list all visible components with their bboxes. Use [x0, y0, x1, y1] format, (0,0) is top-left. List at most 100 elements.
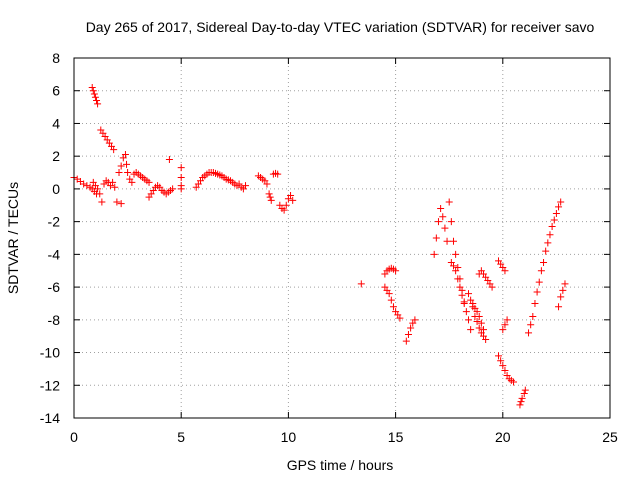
series-arc-m [402, 316, 419, 345]
x-tick-label: 10 [281, 429, 297, 445]
data-point [525, 329, 533, 337]
data-point [407, 324, 415, 332]
data-point [165, 155, 173, 163]
data-point [287, 191, 295, 199]
data-point [546, 231, 554, 239]
data-point [535, 278, 543, 286]
series-arc-v [516, 386, 529, 409]
data-point [550, 216, 558, 224]
y-tick-label: -14 [40, 410, 60, 426]
data-point [542, 247, 550, 255]
data-point [93, 97, 101, 105]
x-axis-title: GPS time / hours [287, 457, 394, 473]
data-point [518, 394, 526, 402]
data-point [482, 335, 490, 343]
data-point [501, 267, 509, 275]
data-point [263, 180, 271, 188]
y-tick-label: 4 [52, 115, 60, 131]
data-point [439, 213, 447, 221]
data-point [548, 223, 556, 231]
data-point [469, 299, 477, 307]
data-point [437, 205, 445, 213]
y-tick-label: -12 [40, 377, 60, 393]
series-arc-p [447, 259, 468, 307]
data-point [110, 146, 118, 154]
data-point [128, 178, 136, 186]
data-point [265, 190, 273, 198]
data-point [447, 218, 455, 226]
data-point [94, 185, 102, 193]
data-point [282, 201, 290, 209]
y-tick-label: -8 [48, 312, 61, 328]
data-point [124, 169, 132, 177]
series-arc-r [469, 299, 488, 334]
data-point [242, 182, 250, 190]
data-point [83, 182, 91, 190]
x-tick-label: 5 [177, 429, 185, 445]
data-point [434, 218, 442, 226]
data-point [387, 296, 395, 304]
data-point [385, 290, 393, 298]
data-point [449, 237, 457, 245]
data-point [462, 308, 470, 316]
data-point [473, 308, 481, 316]
data-point [96, 190, 104, 198]
data-point [117, 162, 125, 170]
data-point [452, 250, 460, 258]
data-point [396, 314, 404, 322]
data-point [91, 93, 99, 101]
series-arc-w [499, 316, 511, 334]
data-point [121, 151, 129, 159]
data-point [456, 283, 464, 291]
data-point [177, 185, 185, 193]
data-point [392, 267, 400, 275]
data-point [517, 398, 525, 406]
data-point [510, 378, 518, 386]
data-point [488, 283, 496, 291]
data-point [540, 259, 548, 267]
x-tick-label: 20 [495, 429, 511, 445]
data-point [475, 324, 483, 332]
data-point [559, 286, 567, 294]
y-tick-label: 8 [52, 50, 60, 66]
data-point [473, 317, 481, 325]
data-point [404, 331, 412, 339]
series-arc-j [357, 280, 365, 288]
y-axis-title: SDTVAR / TECUs [5, 182, 21, 294]
data-point [452, 267, 460, 275]
data-point [499, 326, 507, 334]
data-point [441, 224, 449, 232]
data-point [123, 160, 131, 168]
series-arc-x [525, 198, 565, 337]
data-point [169, 185, 177, 193]
data-point [445, 198, 453, 206]
data-point [113, 198, 121, 206]
data-point [516, 401, 524, 409]
series-arc-d [89, 151, 136, 208]
data-point [533, 288, 541, 296]
data-point [80, 180, 88, 188]
series-arc-o [445, 198, 475, 334]
data-point [109, 178, 117, 186]
points-layer [70, 83, 569, 409]
series-arc-g [165, 155, 185, 193]
series-arc-s [475, 267, 496, 291]
data-point [145, 178, 153, 186]
y-tick-label: -6 [48, 279, 61, 295]
x-tick-label: 25 [602, 429, 618, 445]
series-arc-k [381, 283, 404, 322]
y-tick-label: 6 [52, 83, 60, 99]
data-point [552, 209, 560, 217]
data-point [555, 203, 563, 211]
data-point [266, 193, 274, 201]
data-point [357, 280, 365, 288]
data-point [432, 234, 440, 242]
data-point [499, 362, 507, 370]
ticks-layer: 0 5 10 15 20 25 -14 -12 -10 -8 -6 -4 -2 0 2 4 6 8 [40, 50, 618, 445]
y-tick-label: 0 [52, 181, 60, 197]
data-point [561, 280, 569, 288]
series-arc-u [495, 352, 518, 386]
data-point [477, 319, 485, 327]
data-point [89, 87, 97, 95]
data-point [495, 352, 503, 360]
